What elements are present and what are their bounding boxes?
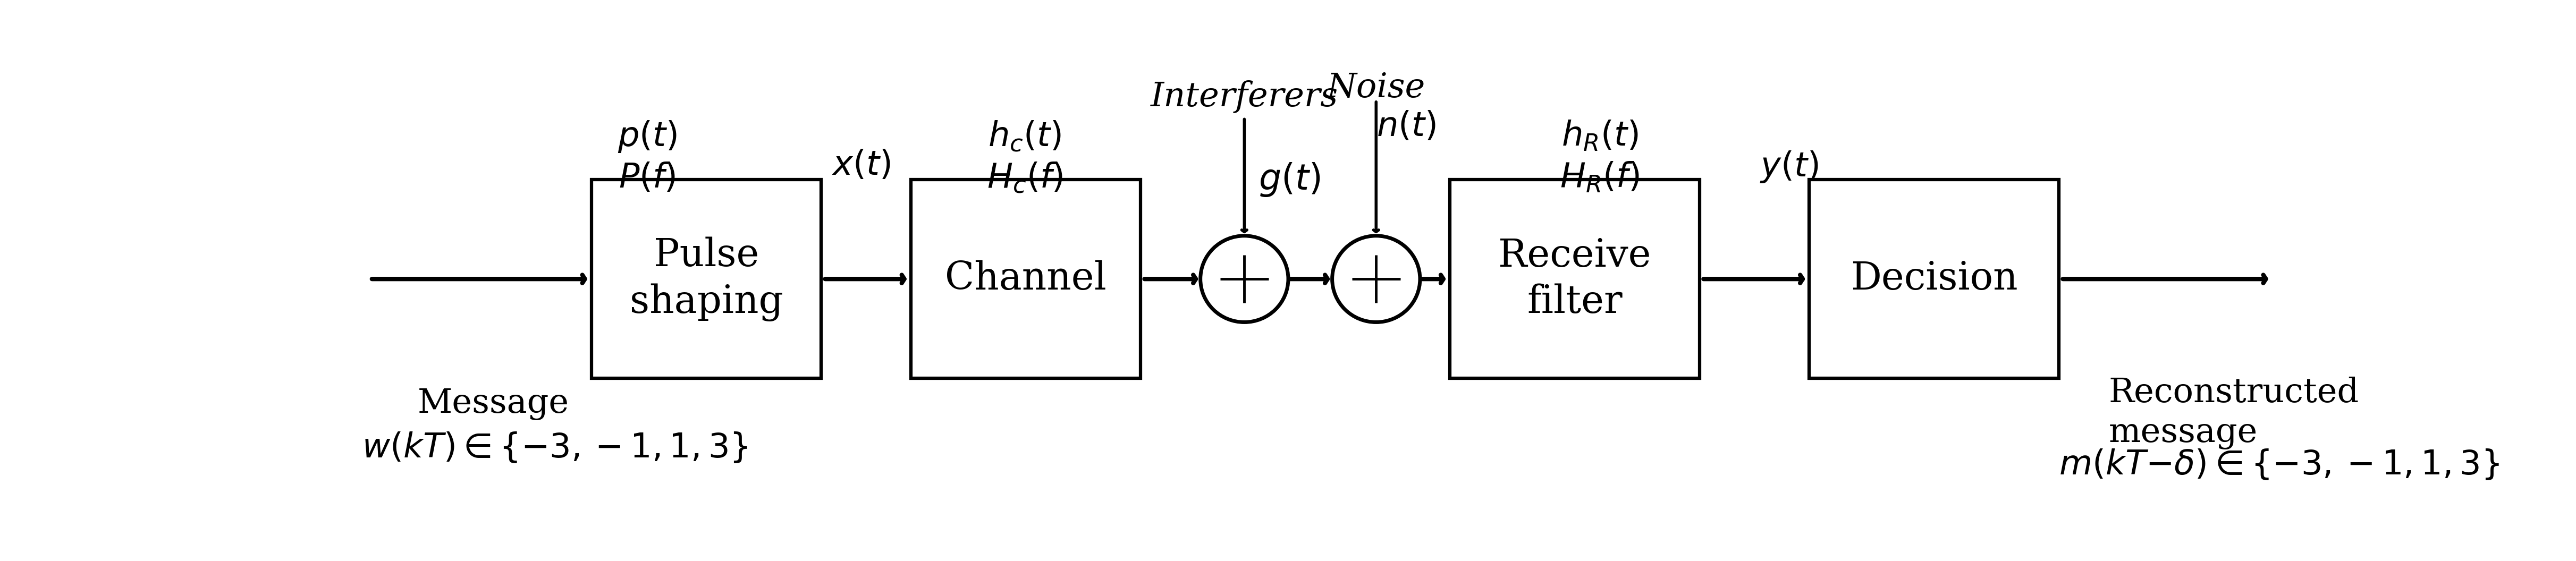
Bar <box>1808 180 2058 378</box>
Text: Decision: Decision <box>1850 260 2017 298</box>
Text: $x(t)$: $x(t)$ <box>832 149 891 182</box>
Ellipse shape <box>1332 236 1419 322</box>
Text: Noise: Noise <box>1327 72 1425 104</box>
Bar <box>592 180 822 378</box>
Text: Message: Message <box>417 388 569 421</box>
Text: Receive
filter: Receive filter <box>1499 237 1651 321</box>
Text: Interferers: Interferers <box>1151 80 1337 113</box>
Bar <box>912 180 1141 378</box>
Text: $n(t)$: $n(t)$ <box>1376 111 1435 143</box>
Text: $m(kT{-}\delta) \in \{-3, -1, 1, 3\}$: $m(kT{-}\delta) \in \{-3, -1, 1, 3\}$ <box>2058 448 2499 482</box>
Text: Reconstructed
message: Reconstructed message <box>2110 376 2360 449</box>
Text: $w(kT) \in \{-3, -1, 1, 3\}$: $w(kT) \in \{-3, -1, 1, 3\}$ <box>361 430 747 465</box>
Text: Pulse
shaping: Pulse shaping <box>629 237 783 321</box>
Text: $p(t)$
$P(f)$: $p(t)$ $P(f)$ <box>618 119 677 195</box>
Text: Channel: Channel <box>945 260 1108 298</box>
Bar <box>1450 180 1700 378</box>
Text: $y(t)$: $y(t)$ <box>1759 149 1819 185</box>
Text: $h_c(t)$
$H_c(f)$: $h_c(t)$ $H_c(f)$ <box>987 119 1064 195</box>
Text: $g(t)$: $g(t)$ <box>1257 161 1321 198</box>
Ellipse shape <box>1200 236 1288 322</box>
Text: $h_R(t)$
$H_R(f)$: $h_R(t)$ $H_R(f)$ <box>1561 119 1638 195</box>
